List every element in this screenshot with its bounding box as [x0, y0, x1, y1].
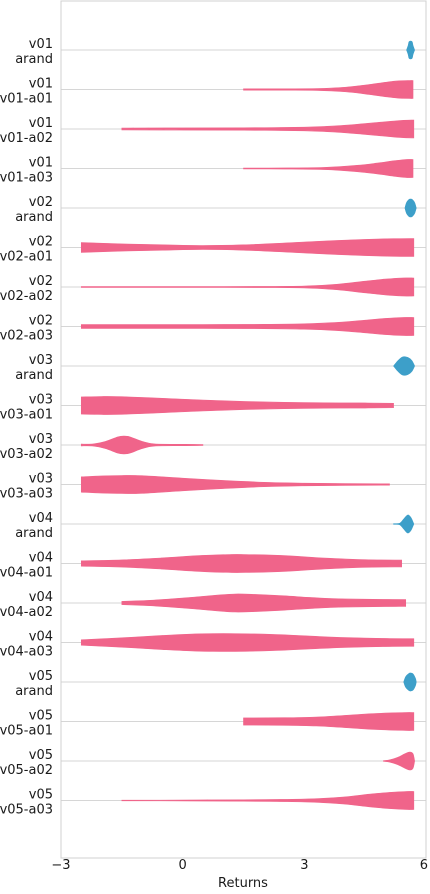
y-label-variant: v01-a02 [0, 131, 53, 146]
y-label-group: v03 [29, 353, 53, 368]
y-label-variant: arand [15, 52, 53, 67]
y-label-group: v04 [29, 630, 53, 645]
violin-v01-a03 [243, 159, 414, 178]
plot-frame [60, 0, 427, 859]
violin-arand [406, 40, 415, 60]
y-label-variant: v02-a02 [0, 289, 53, 304]
y-label-group: v03 [29, 472, 53, 487]
y-label-variant: arand [15, 684, 53, 699]
violin-v02-a01 [80, 238, 415, 257]
y-label-group: v05 [29, 788, 53, 803]
y-label-variant: v01-a03 [0, 171, 53, 186]
violin-v03-a02 [80, 435, 204, 455]
violin-v04-a03 [80, 633, 415, 652]
y-label-group: v04 [29, 590, 53, 605]
y-label-group: v05 [29, 669, 53, 684]
y-label-variant: v01-a01 [0, 92, 53, 107]
y-label-variant: v02-a03 [0, 329, 53, 344]
y-label-variant: v03-a03 [0, 487, 53, 502]
violin-v05-a03 [121, 791, 415, 810]
x-tick-labels: −3 0 3 6 [51, 858, 428, 873]
x-tick-label: −3 [51, 858, 70, 873]
y-label-variant: v02-a01 [0, 250, 53, 265]
violin-v02-a03 [80, 317, 415, 336]
y-label-variant: v05-a02 [0, 763, 53, 778]
y-tick-labels: v01arandv01v01-a01v01v01-a02v01v01-a03v0… [0, 37, 53, 818]
x-tick-label: 0 [179, 858, 187, 873]
y-label-variant: v05-a03 [0, 803, 53, 818]
violin-arand [404, 198, 417, 218]
violin-v04-a01 [80, 554, 402, 573]
y-label-group: v01 [29, 116, 53, 131]
violin-v05-a02 [383, 751, 415, 771]
y-label-variant: v03-a01 [0, 408, 53, 423]
y-label-variant: arand [15, 368, 53, 383]
y-label-variant: v04-a02 [0, 605, 53, 620]
violin-arand [393, 514, 415, 534]
y-label-variant: arand [15, 526, 53, 541]
x-tick-label: 3 [300, 858, 308, 873]
violin-v05-a01 [243, 712, 415, 731]
y-label-group: v04 [29, 551, 53, 566]
y-label-variant: v05-a01 [0, 724, 53, 739]
y-label-group: v01 [29, 37, 53, 52]
violin-arand [393, 356, 415, 376]
x-axis-label: Returns [218, 876, 268, 890]
violin-v01-a02 [121, 119, 415, 139]
x-tick-label: 6 [420, 858, 428, 873]
y-label-group: v01 [29, 156, 53, 171]
y-label-group: v04 [29, 511, 53, 526]
y-label-group: v03 [29, 432, 53, 447]
violin-v03-a01 [80, 396, 394, 415]
y-label-group: v05 [29, 709, 53, 724]
violin-v03-a03 [80, 475, 390, 494]
violin-arand [403, 672, 417, 692]
y-label-group: v05 [29, 748, 53, 763]
violin-v02-a02 [80, 277, 415, 297]
y-label-group: v03 [29, 393, 53, 408]
violin-v04-a02 [121, 593, 407, 613]
y-label-variant: v03-a02 [0, 447, 53, 462]
y-label-group: v02 [29, 274, 53, 289]
y-label-variant: v04-a01 [0, 566, 53, 581]
violin-v01-a01 [243, 80, 414, 99]
y-label-group: v02 [29, 314, 53, 329]
y-label-variant: v04-a03 [0, 645, 53, 660]
y-label-group: v01 [29, 77, 53, 92]
y-label-variant: arand [15, 210, 53, 225]
violin-layer [80, 40, 417, 810]
y-label-group: v02 [29, 235, 53, 250]
y-label-group: v02 [29, 195, 53, 210]
grid-layer [61, 49, 426, 801]
